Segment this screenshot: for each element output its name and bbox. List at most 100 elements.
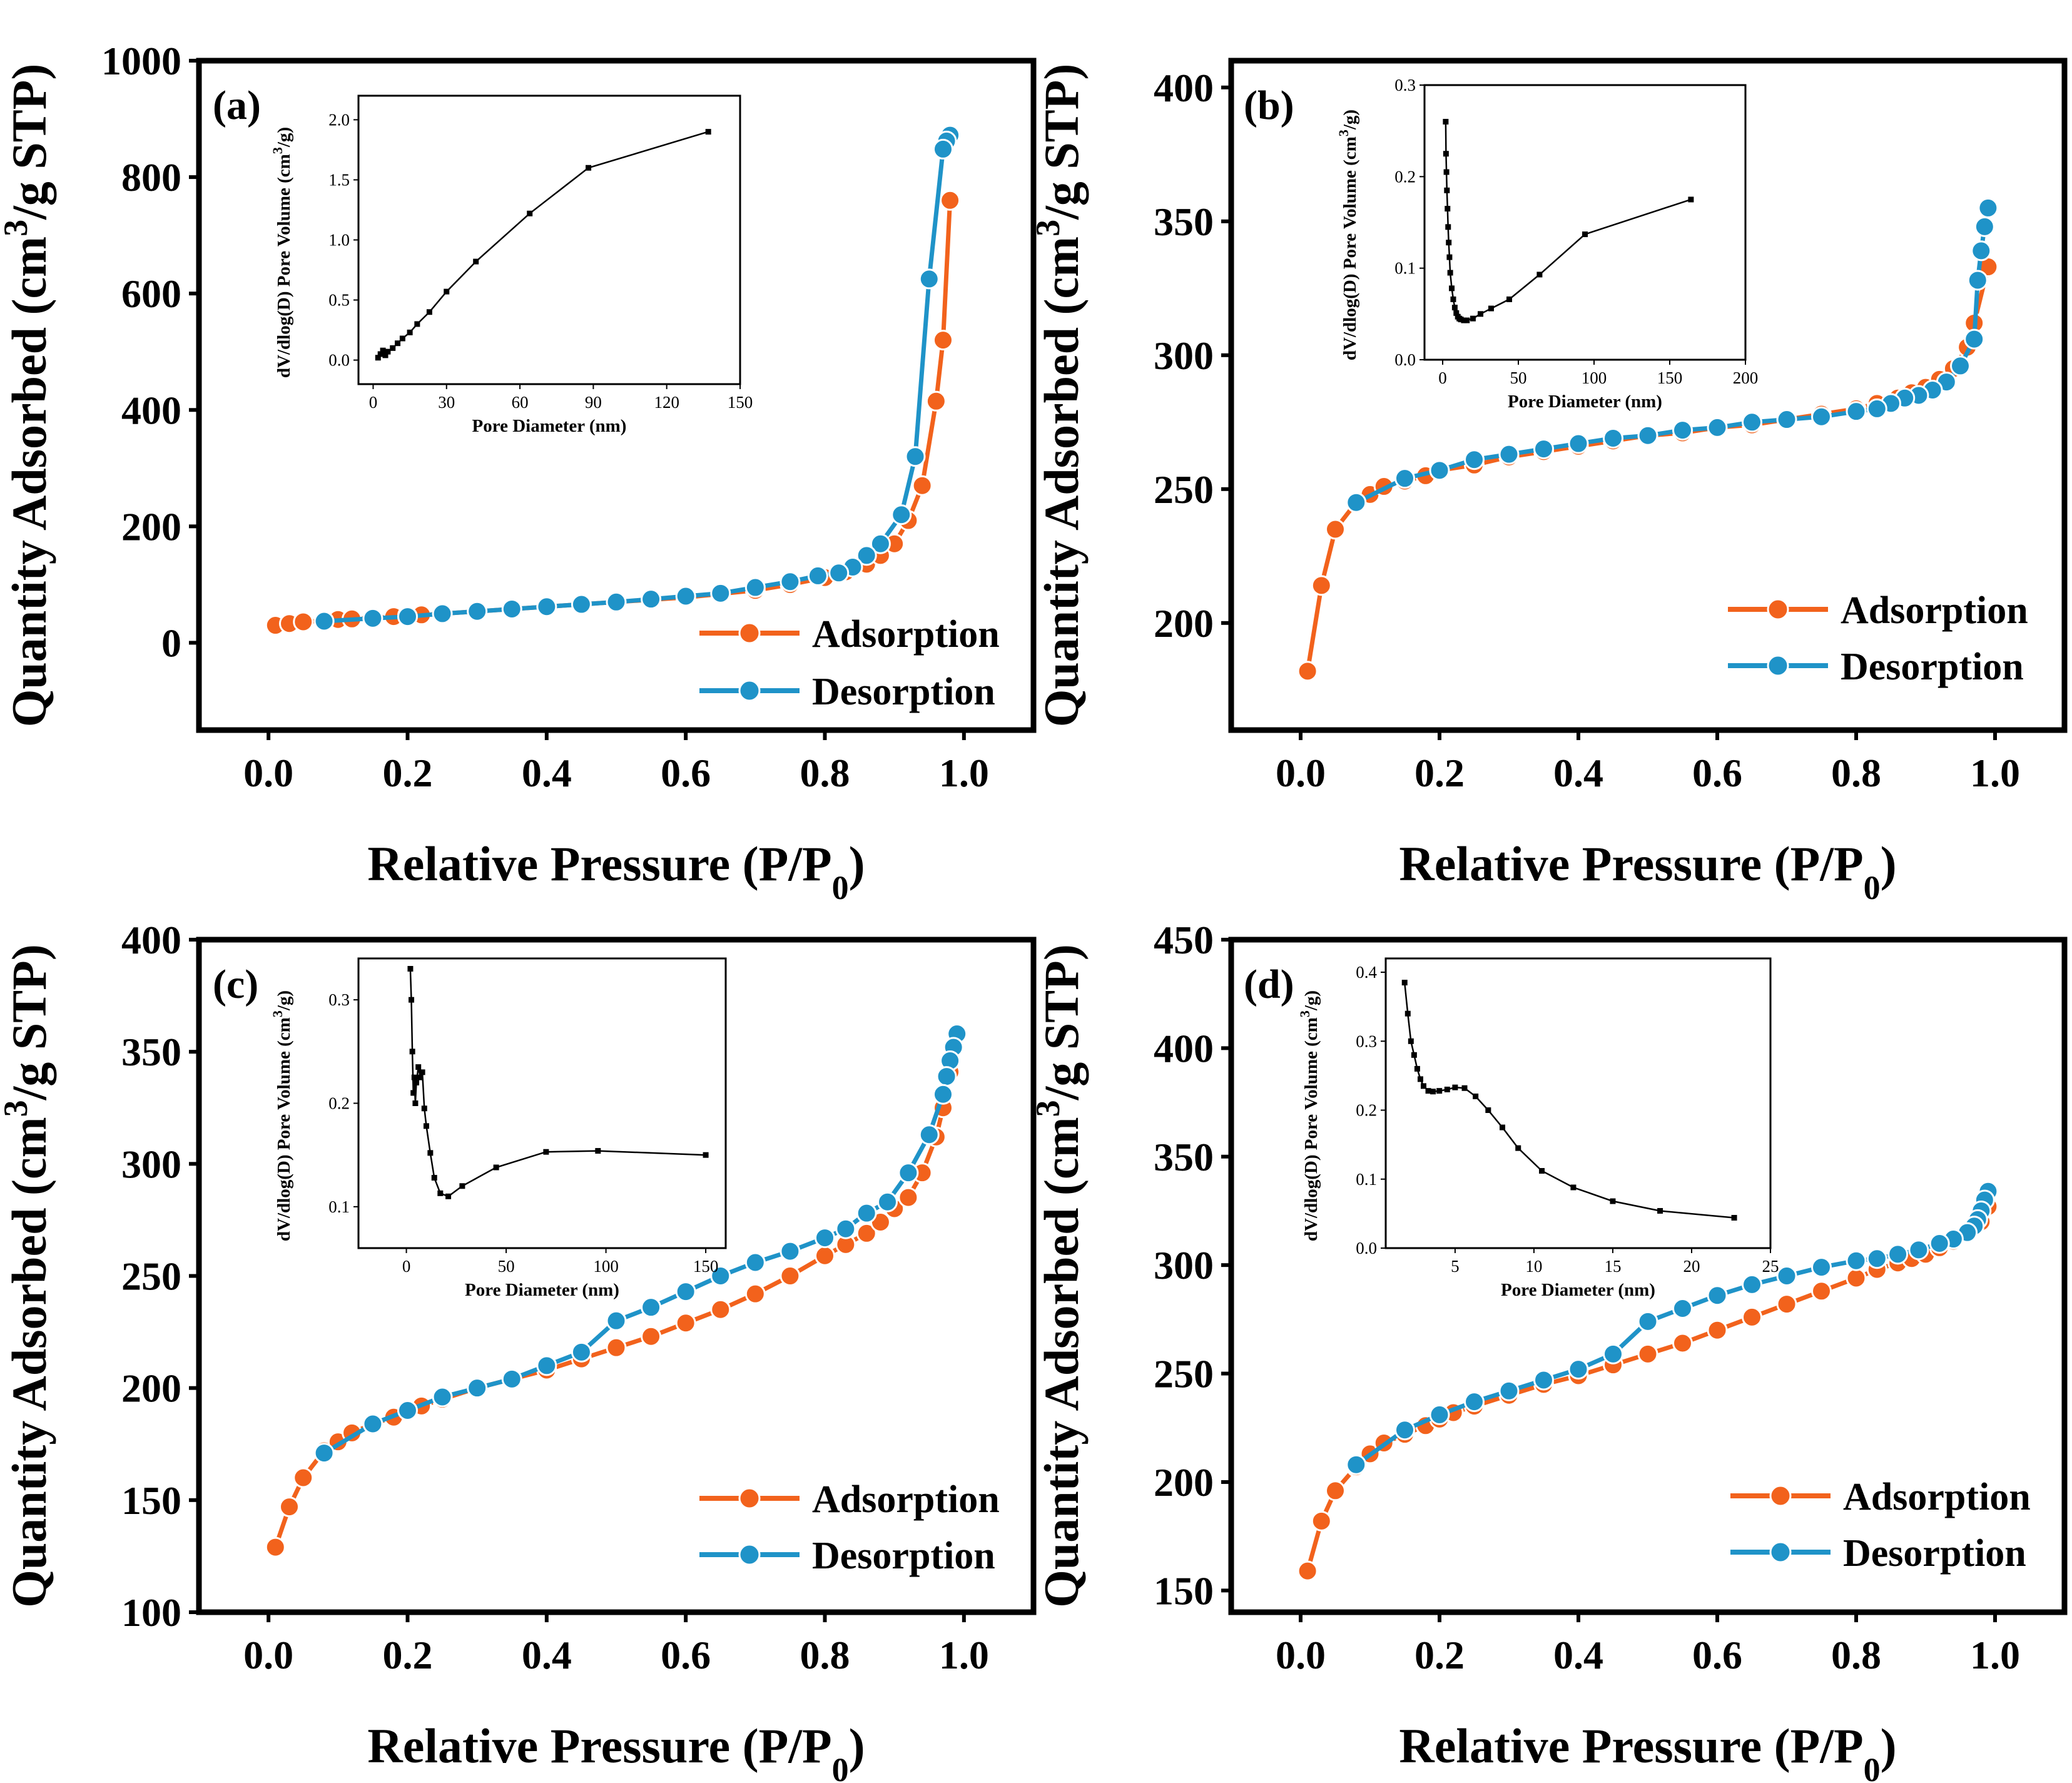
desorption-point	[1568, 1359, 1589, 1380]
inset-point	[423, 1123, 429, 1129]
inset-point	[414, 1079, 420, 1085]
y-tick-label: 250	[1154, 1352, 1214, 1396]
desorption-point	[1742, 1274, 1762, 1295]
legend-adsorption: Adsorption	[1730, 1476, 2031, 1518]
desorption-point	[1707, 1285, 1728, 1306]
desorption-point	[1846, 1250, 1867, 1271]
inset-y-tick-label: 0.3	[1356, 1032, 1377, 1050]
x-axis-title: Relative Pressure (P/P0)	[1399, 1719, 1896, 1783]
y-tick-label: 0	[161, 621, 181, 665]
inset-y-tick-label: 0.0	[1394, 350, 1416, 369]
legend-label: Adsorption	[812, 613, 1000, 656]
desorption-point	[362, 1413, 383, 1435]
inset-point	[415, 1064, 422, 1070]
adsorption-point	[641, 1326, 662, 1347]
adsorption-point	[1707, 1319, 1728, 1341]
inset-point	[1446, 254, 1453, 260]
adsorption-point	[1311, 575, 1332, 596]
inset-point	[444, 288, 450, 295]
desorption-point	[313, 611, 335, 632]
inset-y-tick-label: 0.2	[1356, 1101, 1377, 1120]
inset-y-axis-superscript: 3	[270, 147, 285, 154]
x-axis-subscript: 0	[1864, 869, 1881, 907]
x-tick-label: 0.8	[1831, 1633, 1881, 1677]
y-axis-title: Quantity Adsorbed (cm3/g STP)	[1029, 944, 1089, 1608]
inset-point	[1515, 1145, 1521, 1151]
inset-x-tick-label: 0	[369, 393, 378, 412]
adsorption-point	[1311, 1510, 1332, 1532]
inset-y-axis-title: dV/dlog(D) Pore Volume (cm3/g)	[270, 990, 295, 1241]
panel-label: (c)	[213, 962, 258, 1007]
y-axis-title: Quantity Adsorbed (cm3/g STP)	[0, 944, 56, 1608]
x-tick-label: 0.0	[243, 1633, 293, 1677]
panel-label: (b)	[1244, 83, 1294, 128]
inset-point	[390, 345, 396, 351]
inset-point	[1536, 272, 1543, 278]
inset-point	[382, 352, 388, 358]
inset-point	[1582, 231, 1588, 238]
desorption-point	[710, 1266, 731, 1286]
y-tick-label: 250	[1154, 467, 1214, 512]
x-tick-label: 0.2	[1414, 751, 1465, 795]
panel-label: (a)	[213, 83, 261, 128]
inset-x-tick-label: 120	[654, 393, 679, 412]
inset-point	[493, 1164, 499, 1171]
inset-point	[414, 321, 420, 327]
adsorption-point	[1325, 519, 1346, 540]
desorption-point	[1533, 439, 1554, 460]
adsorption-point	[1672, 1333, 1693, 1354]
desorption-point	[828, 562, 850, 584]
inset-y-tick-label: 0.2	[1394, 167, 1416, 186]
desorption-point	[1967, 270, 1988, 291]
legend-label: Desorption	[1841, 646, 2024, 688]
x-tick-label: 1.0	[1970, 751, 2020, 795]
inset-point	[705, 129, 711, 135]
inset-x-tick-label: 150	[693, 1257, 719, 1276]
inset-point	[417, 1074, 424, 1080]
legend-adsorption: Adsorption	[699, 613, 1000, 656]
inset-chart: 0 50 100 150 200 0.0 0.1 0.2 0.3 Pore Diameter (n…	[1336, 76, 1759, 412]
y-tick-label: 350	[121, 1030, 181, 1074]
inset-x-tick-label: 20	[1683, 1257, 1700, 1276]
inset-frame	[357, 957, 727, 1249]
inset-point	[1404, 1010, 1411, 1017]
inset-point	[407, 966, 414, 972]
desorption-point	[362, 607, 383, 629]
legend-label: Desorption	[1843, 1532, 2026, 1575]
x-tick-label: 1.0	[939, 1633, 989, 1677]
desorption-point	[1429, 460, 1450, 481]
inset-point	[385, 348, 391, 355]
desorption-point	[501, 598, 522, 619]
inset-point	[543, 1149, 549, 1155]
inset-chart: 5 10 15 20 25 0.0 0.1 0.2 0.3 0.4 Pore Diameter (n…	[1297, 957, 1779, 1300]
inset-y-tick-label: 0.1	[1394, 259, 1416, 278]
x-tick-label: 0.4	[522, 1633, 572, 1677]
desorption-point	[1978, 197, 1999, 218]
x-tick-label: 0.8	[1831, 751, 1881, 795]
inset-point	[1408, 1038, 1414, 1044]
x-tick-label: 0.6	[661, 751, 711, 795]
inset-point	[431, 1175, 437, 1181]
adsorption-point	[1297, 661, 1318, 682]
inset-point	[421, 1105, 427, 1112]
inset-y-tick-label: 0.1	[328, 1197, 350, 1216]
desorption-point	[606, 591, 627, 612]
adsorption-point	[925, 390, 947, 412]
y-axis-title: Quantity Adsorbed (cm3/g STP)	[0, 64, 56, 728]
inset-point	[445, 1193, 452, 1199]
inset-y-axis-title-end: /g)	[1301, 990, 1321, 1011]
legend-desorption: Desorption	[1728, 646, 2024, 688]
inset-x-tick-label: 50	[498, 1257, 515, 1276]
inset-point	[527, 210, 533, 216]
inset-point	[1461, 317, 1467, 323]
inset-point	[1449, 285, 1455, 292]
series-desorption	[1346, 1181, 1999, 1475]
desorption-point	[835, 1218, 856, 1239]
y-tick-label: 400	[121, 918, 181, 962]
desorption-point	[1964, 328, 1985, 350]
inset-x-axis-title: Pore Diameter (nm)	[1508, 392, 1662, 412]
series-desorption	[313, 1024, 968, 1464]
inset-x-tick-label: 90	[585, 393, 602, 412]
desorption-point	[856, 1202, 877, 1224]
inset-point	[586, 165, 592, 171]
